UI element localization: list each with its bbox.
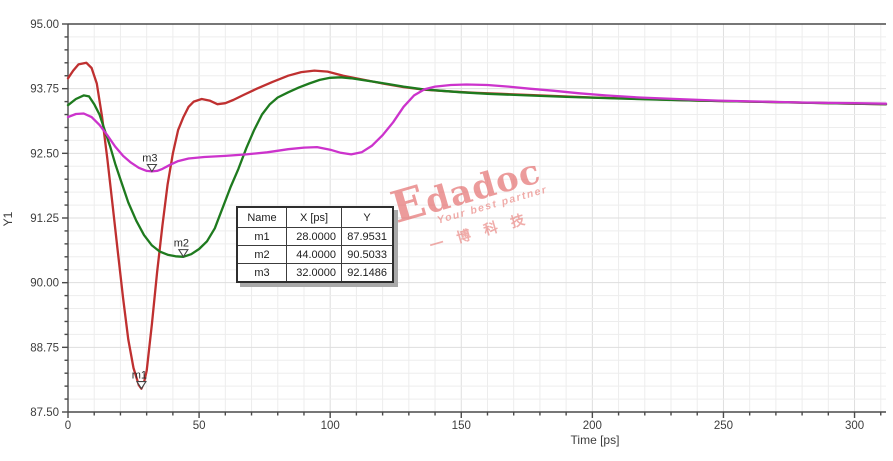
x-tick-label: 250 xyxy=(714,420,733,432)
marker-triangle-m3[interactable] xyxy=(146,163,158,173)
x-tick-label: 200 xyxy=(583,420,602,432)
marker-table-header-name: Name xyxy=(236,206,287,228)
y-tick-label: 92.50 xyxy=(30,148,59,160)
marker-table-header-x: X [ps] xyxy=(286,206,342,228)
marker-table[interactable]: Name X [ps] Y m1 28.0000 87.9531 m2 44.0… xyxy=(236,206,394,283)
series-red xyxy=(66,61,888,390)
marker-table-header-y: Y xyxy=(341,206,394,228)
tick-labels: 0 50 100 150 200 250 300 95.00 93.75 92.50 91.25 90… xyxy=(30,19,864,432)
series-green xyxy=(66,76,888,258)
y-tick-label: 87.50 xyxy=(30,407,59,419)
marker-triangle-m2[interactable] xyxy=(177,249,189,258)
series-magenta xyxy=(66,83,888,173)
marker-table-row-m2: m2 44.0000 90.5033 xyxy=(236,245,394,264)
marker-triangle-m1[interactable] xyxy=(135,381,147,390)
marker-m1-x: 28.0000 xyxy=(286,227,342,246)
y-tick-label: 90.00 xyxy=(30,278,59,290)
x-tick-label: 150 xyxy=(452,420,471,432)
grid xyxy=(68,24,886,412)
y-tick-label: 88.75 xyxy=(30,342,59,354)
x-tick-label: 100 xyxy=(321,420,340,432)
y-tick-label: 93.75 xyxy=(30,84,59,96)
marker-table-header-row: Name X [ps] Y xyxy=(236,206,394,228)
y-tick-label: 91.25 xyxy=(30,213,59,225)
x-axis-title: Time [ps] xyxy=(570,433,620,447)
y-tick-label: 95.00 xyxy=(30,19,59,31)
axes xyxy=(62,23,886,418)
marker-m2-name: m2 xyxy=(236,245,287,264)
marker-m3-name: m3 xyxy=(236,263,287,283)
marker-table-row-m1: m1 28.0000 87.9531 xyxy=(236,227,394,246)
markers: m1 m2 m3 xyxy=(132,153,189,390)
marker-label-m1: m1 xyxy=(132,370,147,382)
marker-m3-y: 92.1486 xyxy=(341,263,394,283)
x-tick-label: 300 xyxy=(845,420,864,432)
x-tick-label: 50 xyxy=(193,420,206,432)
marker-label-m2: m2 xyxy=(174,238,189,250)
marker-m1-name: m1 xyxy=(236,227,287,246)
marker-label-m3: m3 xyxy=(142,153,157,165)
marker-m2-y: 90.5033 xyxy=(341,245,394,264)
marker-m1-y: 87.9531 xyxy=(341,227,394,246)
y-axis-title: Y1 xyxy=(1,211,15,227)
marker-m3-x: 32.0000 xyxy=(286,263,342,283)
x-tick-label: 0 xyxy=(65,420,71,432)
marker-m2-x: 44.0000 xyxy=(286,245,342,264)
marker-table-row-m3: m3 32.0000 92.1486 xyxy=(236,263,394,283)
